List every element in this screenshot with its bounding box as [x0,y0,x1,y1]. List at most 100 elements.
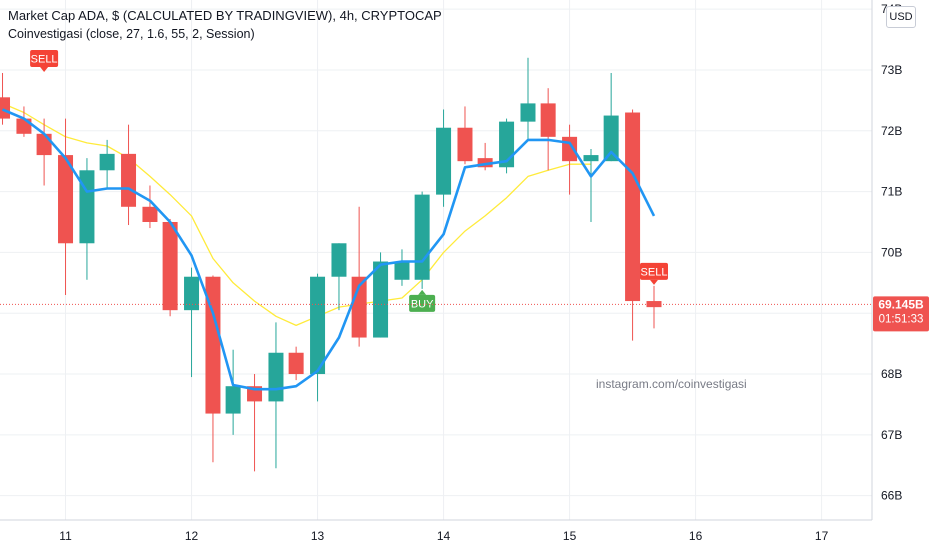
candle-down [540,88,556,171]
signal-badge [30,49,59,67]
watermark-text: instagram.com/coinvestigasi [596,377,747,391]
y-tick-label: 70B [881,245,902,259]
candle-down [562,124,578,195]
candle-body [457,127,473,162]
sell-signal[interactable]: SELL [30,49,59,72]
signal-badge [409,294,436,312]
signal-label: SELL [641,266,668,278]
candle-down [162,218,178,317]
y-tick-label: 73B [881,63,902,77]
x-tick-label: 17 [815,529,829,543]
buy-signal[interactable]: BUY [409,289,436,312]
candle-up [268,322,284,469]
candle-body [373,261,389,338]
currency-button[interactable]: USD [886,6,916,28]
candle-down [351,206,367,347]
candle-up [331,243,347,311]
candle-body [603,115,619,162]
price-tag-countdown: 01:51:33 [879,313,924,325]
slow-line-layer [2,102,591,327]
slow-line [2,102,591,327]
candle-body [162,221,178,311]
chart-title[interactable]: Market Cap ADA, $ (CALCULATED BY TRADING… [8,8,442,23]
signal-label: BUY [411,298,434,310]
candle-body [331,243,347,277]
x-tick-label: 14 [437,529,451,543]
candle-body [477,158,493,168]
candles-layer [0,57,662,472]
candle-body [36,133,52,156]
candle-down [58,118,74,295]
y-tick-label: 71B [881,185,902,199]
candle-up [603,72,619,162]
x-tick-label: 11 [59,529,72,543]
candle-body [394,261,410,280]
candle-body [205,276,221,414]
candle-down [0,72,11,125]
candle-body [625,112,641,302]
candle-up [310,273,326,402]
x-axis-ticks[interactable]: 11 12 13 14 15 16 17 [59,529,828,543]
candle-down [121,124,137,226]
x-tick-label: 16 [689,529,703,543]
candle-body [414,194,430,280]
price-tag: 69.145B 01:51:33 [873,296,929,332]
candle-body [99,153,115,171]
candle-up [583,149,599,222]
candle-body [520,103,536,122]
candle-body [288,352,304,375]
candle-body [0,97,11,119]
price-tag-price: 69.145B [878,297,924,311]
signals-layer: SELL BUY SELL [30,49,668,312]
signal-pointer [650,279,658,285]
candle-body [58,155,74,244]
candle-body [16,118,32,134]
candle-up [499,118,515,174]
x-tick-label: 12 [185,529,199,543]
candle-body [121,153,137,207]
candle-body [79,170,95,244]
candle-body [268,352,284,402]
candle-down [142,185,158,229]
candle-up [520,57,536,140]
signal-badge [640,262,668,280]
candle-up [184,267,200,378]
y-tick-label: 68B [881,367,902,381]
candle-down [625,109,641,341]
candle-down [477,142,493,171]
y-tick-label: 66B [881,489,902,503]
fast-line [1,108,656,391]
candle-body [583,155,599,162]
candle-body [225,386,241,414]
candle-down [457,106,473,165]
candle-up [373,252,389,338]
y-tick-label: 67B [881,428,902,442]
candle-body [142,206,158,222]
candle-up [225,349,241,435]
sell-signal[interactable]: SELL [640,262,668,285]
price-tag-background [873,296,929,332]
signal-label: SELL [31,53,58,65]
candle-body [540,103,556,137]
candle-body [184,276,200,311]
candle-up [79,158,95,280]
y-axis-ticks[interactable]: 66B67B68B70B71B72B73B74B [881,2,902,503]
candle-down [646,285,662,329]
y-tick-label: 72B [881,124,902,138]
grid [0,0,872,520]
candle-body [436,127,452,195]
candle-up [436,109,452,207]
candle-down [288,346,304,381]
signal-pointer [418,289,427,295]
candle-up [99,139,115,189]
candle-down [205,275,221,463]
signal-pointer [40,66,49,72]
indicator-legend[interactable]: Coinvestigasi (close, 27, 1.6, 55, 2, Se… [8,27,255,41]
candle-up [414,191,430,289]
fast-line-layer [1,108,656,391]
candle-up [394,249,410,286]
x-tick-label: 13 [311,529,325,543]
x-tick-label: 15 [563,529,577,543]
